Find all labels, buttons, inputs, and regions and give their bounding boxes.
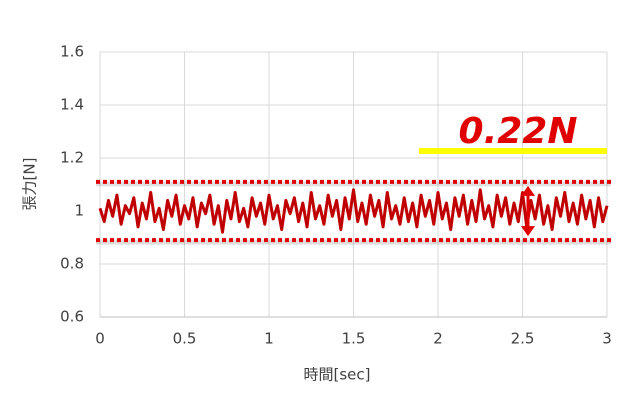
y-tick-label: 0.6 <box>60 308 84 326</box>
line-series <box>98 188 609 234</box>
annotation: 0.22N <box>459 111 578 152</box>
x-tick-label: 2.5 <box>511 330 535 348</box>
x-tick-label: 1 <box>264 330 274 348</box>
y-tick-label: 1.4 <box>60 96 84 114</box>
x-tick-label: 1.5 <box>342 330 366 348</box>
y-tick-label: 1.2 <box>60 149 84 167</box>
y-tick-label: 1 <box>74 202 84 220</box>
x-axis-title: 時間[sec] <box>304 366 371 384</box>
x-tick-label: 2 <box>433 330 443 348</box>
x-tick-label: 0.5 <box>173 330 197 348</box>
y-axis-title: 張力[N] <box>21 158 39 211</box>
arrow-head <box>521 226 535 237</box>
x-tick-label: 3 <box>602 330 612 348</box>
y-tick-label: 1.6 <box>60 43 84 61</box>
y-tick-label: 0.8 <box>60 255 84 273</box>
x-tick-label: 0 <box>95 330 105 348</box>
arrow-head <box>521 185 535 196</box>
